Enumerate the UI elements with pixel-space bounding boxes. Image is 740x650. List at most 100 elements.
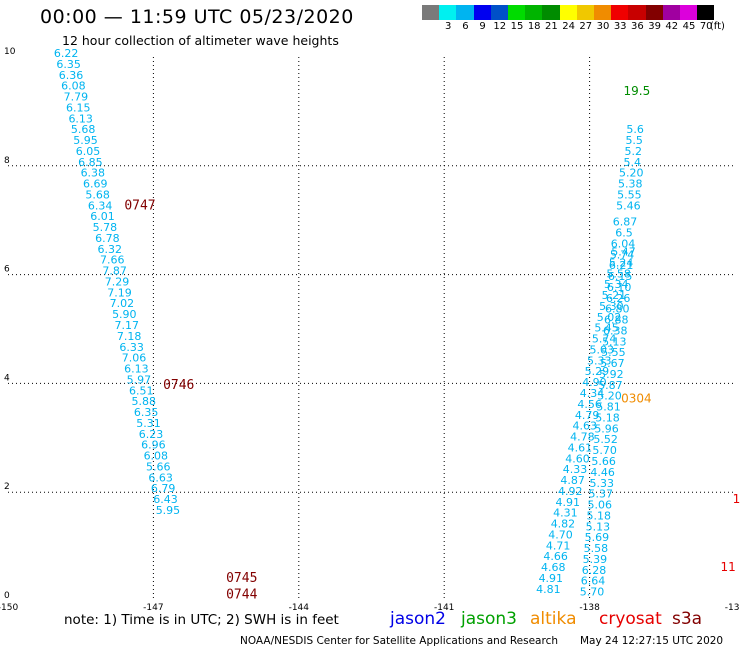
wave-height-label: 6.34 (88, 199, 113, 212)
wave-height-label: 5.78 (93, 221, 118, 234)
wave-height-label: 7.66 (100, 254, 125, 267)
wave-height-label: 6.38 (603, 324, 628, 337)
wave-height-label: 4.91 (556, 496, 581, 509)
color-swatch (422, 5, 440, 20)
wave-height-label: 6.51 (129, 384, 154, 397)
wave-height-label: 6.10 (607, 281, 632, 294)
pass-time-label: 0744 (226, 587, 257, 602)
wave-height-label: 7.06 (122, 352, 147, 365)
y-tick-label: 10 (4, 47, 16, 57)
wave-height-label: 5.52 (593, 433, 618, 446)
color-swatch (594, 5, 612, 20)
wave-height-label: 5.66 (591, 455, 616, 468)
wave-height-label: 5.13 (586, 520, 611, 533)
wave-height-label: 4.70 (548, 528, 573, 541)
color-scale-tick: 15 (510, 21, 524, 32)
wave-height-label: 4.66 (543, 550, 568, 563)
color-swatch (576, 5, 594, 20)
wave-height-label: 5.6 (626, 123, 644, 136)
wave-height-label: 5.38 (618, 178, 643, 191)
wave-height-label: 5.68 (71, 123, 96, 136)
pass-time-label: 0747 (124, 198, 155, 213)
satellite-label: jason2 (390, 609, 446, 629)
wave-height-label: 5.18 (595, 411, 620, 424)
x-tick-label: -150 (0, 603, 18, 610)
wave-height-label: 4.91 (539, 572, 564, 585)
wave-height-label: 4.56 (577, 398, 602, 411)
color-scale-tick: 39 (648, 21, 661, 32)
wave-height-label: 5.47 (611, 246, 636, 259)
wave-height-label: 5.45 (594, 322, 619, 335)
wave-height-label: 5.20 (597, 390, 622, 403)
color-swatch (508, 5, 526, 20)
wave-height-label: 7.02 (110, 297, 135, 310)
color-swatch (542, 5, 560, 20)
wave-height-label: 5.88 (131, 395, 156, 408)
wave-height-label: 5.06 (588, 499, 613, 512)
y-tick-label: 8 (4, 156, 10, 166)
wave-height-label: 6.87 (613, 216, 638, 229)
wave-height-label: 5.55 (617, 188, 642, 201)
wave-height-label: 4.68 (541, 561, 566, 574)
wave-height-label: 5.33 (587, 354, 612, 367)
wave-height-label: 5.74 (610, 248, 635, 261)
wave-height-label: 6.43 (153, 493, 178, 506)
wave-height-label: 7.19 (107, 286, 132, 299)
wave-height-label: 5.30 (599, 300, 624, 313)
wave-height-label: 4.31 (553, 507, 578, 520)
y-tick-label: 2 (4, 482, 10, 492)
color-scale-tick: 24 (562, 21, 575, 32)
wave-height-label: 4.82 (551, 518, 576, 531)
wave-height-label: 5.03 (589, 343, 614, 356)
chart-title: 00:00 — 11:59 UTC 05/23/2020 (40, 6, 354, 28)
wave-height-label: 7.79 (64, 91, 89, 104)
wave-height-label: 4.78 (570, 431, 595, 444)
wave-height-label: 6.13 (68, 112, 93, 125)
wave-height-label: 6.33 (119, 341, 144, 354)
color-scale-tick: 42 (665, 21, 679, 32)
wave-height-label: 5.95 (156, 504, 181, 517)
wave-height-label: 4.63 (573, 420, 598, 433)
wave-height-label: 6.01 (90, 210, 115, 223)
wave-height-label: 5.13 (602, 335, 627, 348)
wave-height-label: 5.87 (598, 379, 623, 392)
wave-height-label: 6.36 (59, 69, 84, 82)
color-scale-tick: 33 (613, 21, 627, 32)
color-swatch (680, 5, 698, 20)
wave-height-label: 6.85 (78, 156, 103, 169)
wave-height-label: 5.24 (609, 256, 634, 269)
wave-height-label: 4.90 (582, 376, 607, 389)
wave-height-label: 5.58 (584, 542, 609, 555)
highlight-label: 19.5 (624, 84, 651, 98)
color-swatch (611, 5, 629, 20)
highlight-label: 11 (720, 560, 735, 574)
wave-height-label: 4.46 (590, 466, 615, 479)
color-scale-tick: 12 (493, 21, 507, 32)
wave-height-label: 6.35 (56, 58, 81, 71)
wave-height-label: 4.60 (565, 452, 590, 465)
wave-height-label: 6.79 (151, 482, 176, 495)
wave-height-label: 6.35 (134, 406, 159, 419)
wave-height-label: 5.31 (136, 417, 161, 430)
pass-time-label: 0745 (226, 571, 257, 586)
wave-height-label: 4.33 (563, 463, 588, 476)
wave-height-label: 6.28 (582, 564, 607, 577)
color-swatch (439, 5, 457, 20)
satellite-label: jason3 (461, 609, 517, 629)
wave-height-label: 6.78 (95, 232, 120, 245)
wave-height-label: 5.70 (592, 444, 617, 457)
wave-height-label: 5.67 (600, 357, 625, 370)
color-scale-tick: 18 (527, 21, 541, 32)
wave-height-label: 5.55 (601, 346, 626, 359)
wave-height-label: 5.18 (587, 509, 612, 522)
wave-height-label: 4.79 (575, 409, 600, 422)
wave-height-label: 5.69 (585, 531, 610, 544)
wave-height-label: 6.23 (139, 428, 164, 441)
wave-height-label: 4.71 (546, 539, 571, 552)
color-scale-tick: 21 (545, 21, 558, 32)
wave-height-label: 5.95 (73, 134, 98, 147)
wave-height-chart: 0246810-150-147-144-141-138-1356.226.356… (0, 47, 740, 610)
wave-height-label: 5.37 (588, 488, 613, 501)
wave-height-label: 7.17 (114, 319, 139, 332)
wave-height-label: 5.96 (594, 422, 619, 435)
